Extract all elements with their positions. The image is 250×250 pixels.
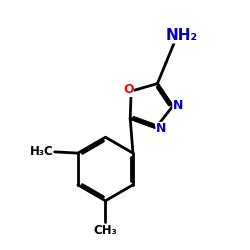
Text: N: N [156, 122, 166, 136]
Text: O: O [123, 84, 134, 96]
Text: CH₃: CH₃ [94, 224, 117, 237]
Text: N: N [173, 98, 183, 112]
Text: NH₂: NH₂ [165, 28, 198, 43]
Text: H₃C: H₃C [30, 146, 54, 158]
